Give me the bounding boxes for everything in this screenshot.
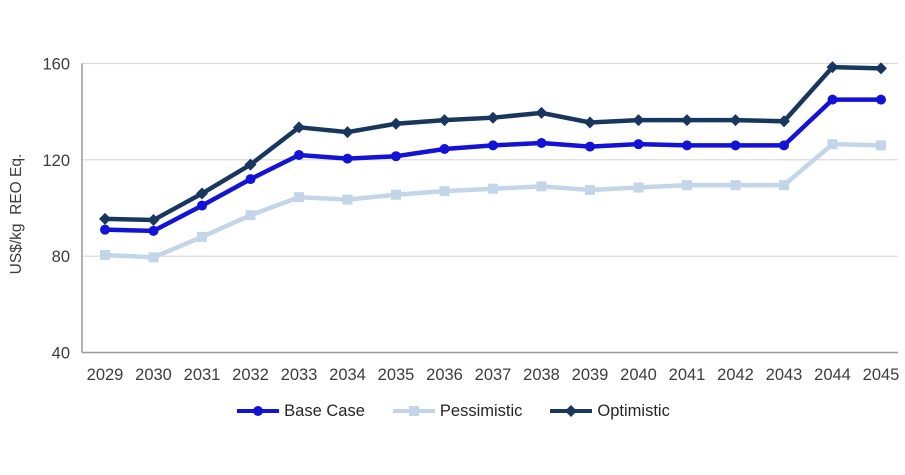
x-tick-label: 2034 [329, 366, 366, 384]
marker-circle [488, 140, 498, 151]
x-tick-label: 2037 [475, 366, 512, 384]
marker-diamond [438, 114, 451, 127]
marker-circle [148, 225, 159, 236]
marker-diamond [487, 111, 499, 124]
marker-diamond [681, 114, 693, 127]
x-tick-label: 2044 [814, 366, 851, 384]
marker-circle [253, 406, 264, 416]
marker-square [730, 180, 741, 191]
marker-diamond [565, 405, 578, 417]
x-tick-label: 2040 [620, 366, 657, 384]
legend-item-pessimistic: Pessimistic [391, 401, 523, 420]
x-tick-label: 2038 [523, 366, 560, 384]
marker-diamond [196, 187, 208, 200]
marker-diamond [729, 114, 742, 127]
marker-diamond [535, 106, 548, 119]
marker-square [245, 210, 256, 221]
marker-square [876, 140, 886, 151]
x-tick-label: 2043 [766, 366, 803, 384]
marker-circle [779, 140, 789, 151]
marker-square [488, 183, 498, 194]
marker-circle [730, 140, 741, 151]
marker-diamond [826, 61, 839, 74]
marker-circle [633, 139, 644, 150]
series-line-pessimistic [104, 141, 882, 260]
marker-diamond [244, 158, 257, 171]
marker-circle [100, 224, 110, 235]
marker-circle [876, 94, 886, 105]
x-tick-label: 2031 [184, 366, 221, 384]
marker-square [391, 189, 401, 200]
marker-square [536, 181, 547, 192]
x-tick-label: 2029 [87, 366, 124, 384]
marker-square [682, 180, 692, 191]
marker-diamond [147, 214, 160, 227]
marker-diamond [778, 115, 790, 128]
x-tick-label: 2035 [378, 366, 415, 384]
marker-circle [245, 174, 256, 185]
series-pessimistic [100, 139, 886, 263]
legend-label: Pessimistic [439, 401, 523, 420]
x-tick-label: 2032 [232, 366, 269, 384]
plot-area: 160 120 80 40 2029 2030 2031 2032 2033 2034 2035 20… [42, 56, 900, 385]
series-optimistic [99, 61, 887, 227]
marker-square [148, 252, 159, 263]
legend-label: Optimistic [597, 401, 670, 420]
x-tick-label: 2036 [426, 366, 463, 384]
legend-swatch-diamond-icon [550, 405, 593, 417]
legend-label: Base Case [284, 401, 365, 420]
marker-circle [682, 140, 692, 151]
x-tick-label: 2042 [717, 366, 754, 384]
x-tick-label: 2039 [572, 366, 609, 384]
marker-circle [197, 200, 207, 211]
x-tick-label: 2033 [281, 366, 318, 384]
y-tick-label: 80 [52, 248, 70, 266]
marker-diamond [390, 117, 402, 130]
marker-square [197, 231, 207, 242]
marker-circle [439, 143, 450, 154]
marker-circle [827, 94, 838, 105]
legend-swatch-circle-icon [237, 406, 280, 416]
marker-square [827, 139, 838, 150]
marker-circle [294, 150, 304, 161]
marker-square [439, 186, 450, 197]
marker-circle [536, 137, 547, 148]
y-tick-label: 40 [52, 345, 70, 363]
legend-item-base-case: Base Case [235, 403, 365, 420]
marker-diamond [632, 114, 645, 127]
y-tick-label: 160 [42, 56, 70, 74]
y-axis-title: US$/kg REO Eq. [8, 153, 25, 275]
marker-square [779, 180, 789, 191]
marker-circle [342, 153, 353, 164]
series-base-case [100, 94, 886, 236]
x-tick-label: 2045 [863, 366, 900, 384]
marker-diamond [341, 126, 354, 139]
marker-square [342, 194, 353, 205]
marker-diamond [584, 116, 596, 129]
marker-square [100, 249, 110, 260]
marker-square [633, 182, 644, 193]
x-tick-label: 2041 [669, 366, 706, 384]
marker-square [408, 406, 419, 416]
marker-diamond [293, 121, 305, 134]
marker-diamond [875, 62, 887, 75]
legend-item-optimistic: Optimistic [548, 401, 670, 420]
legend-swatch-square-icon [392, 406, 435, 416]
marker-square [294, 192, 304, 203]
marker-circle [585, 141, 595, 152]
y-tick-label: 120 [42, 152, 70, 170]
marker-diamond [99, 212, 111, 225]
marker-circle [391, 151, 401, 162]
chart-legend: Base Case Pessimistic Optimistic [0, 396, 905, 426]
marker-square [585, 184, 595, 195]
x-tick-label: 2030 [135, 366, 172, 384]
